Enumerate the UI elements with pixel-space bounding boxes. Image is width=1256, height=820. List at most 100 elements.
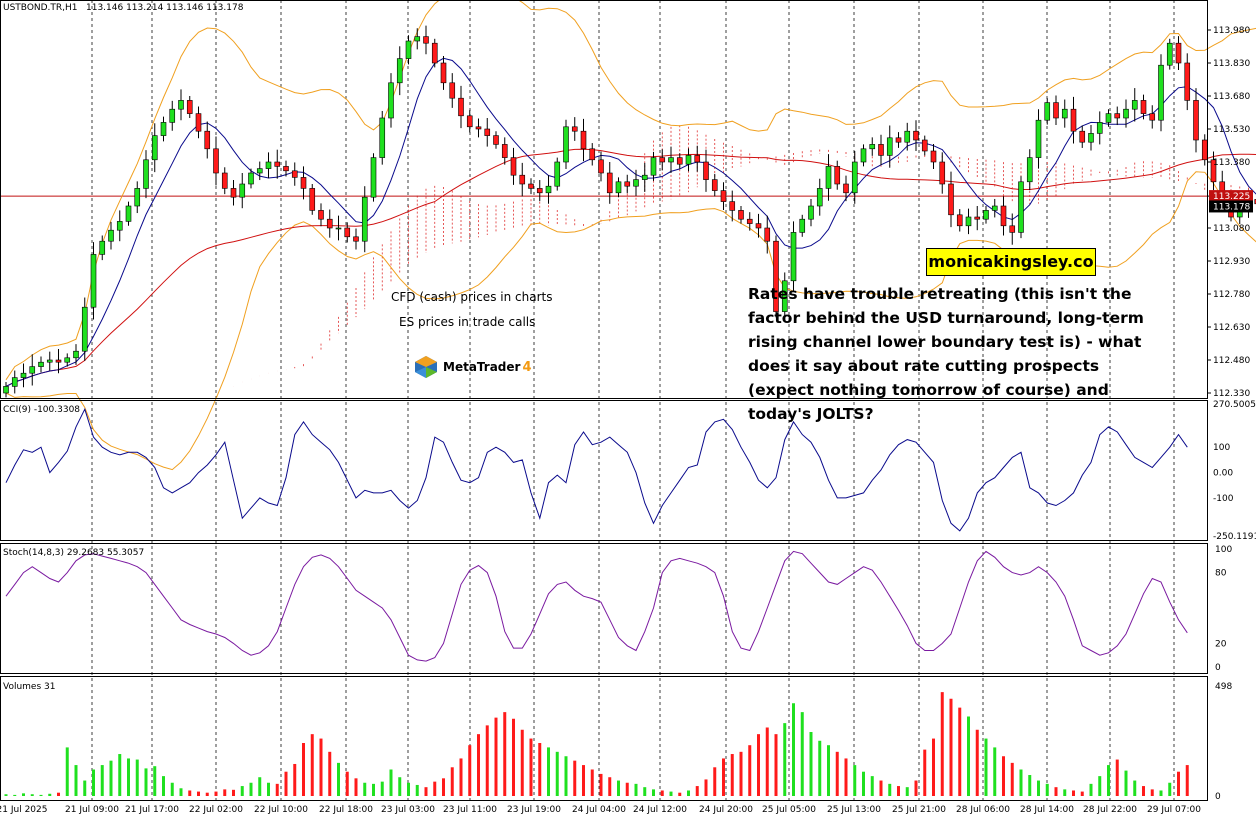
- candle-body: [221, 172, 228, 189]
- candle-body: [248, 172, 254, 185]
- current-tag-label: 113.178: [1213, 202, 1250, 212]
- candle-body: [1070, 108, 1077, 132]
- volume-panel: [4, 692, 1189, 796]
- candle: [1254, 199, 1256, 205]
- cci-line: [5, 407, 1188, 532]
- candle-body: [370, 157, 377, 198]
- candle-body: [440, 62, 447, 84]
- brand-badge: monicakingsley.co: [926, 248, 1096, 276]
- candle-body: [475, 126, 482, 130]
- candle-body: [860, 148, 867, 163]
- candle-body: [580, 130, 587, 150]
- candle: [991, 198, 998, 218]
- candle-body: [589, 148, 596, 161]
- time-label: 21 Jul 17:00: [125, 805, 179, 815]
- cci-panel: [5, 407, 1188, 532]
- candle: [965, 208, 972, 235]
- candle: [1175, 36, 1182, 71]
- candle: [624, 174, 631, 194]
- candle: [895, 132, 902, 148]
- time-label: 25 Jul 13:00: [827, 805, 881, 815]
- candle-body: [1096, 122, 1103, 134]
- candle: [493, 131, 499, 149]
- candle: [589, 143, 596, 166]
- axis-labels: 113.980 113.830 113.680 113.530 113.380 113.2…: [0, 26, 1256, 815]
- candle-body: [668, 157, 674, 163]
- candle: [1131, 88, 1138, 122]
- candle: [913, 120, 919, 151]
- band-lower: [5, 171, 1256, 471]
- candle: [90, 242, 97, 320]
- candle-body: [143, 159, 149, 189]
- time-label: 22 Jul 18:00: [319, 805, 373, 815]
- level-tag: [1209, 190, 1253, 203]
- candle: [1018, 176, 1024, 239]
- price-label: 112.630: [1213, 323, 1250, 333]
- candle: [939, 152, 946, 194]
- time-label: 28 Jul 06:00: [956, 805, 1010, 815]
- candle: [1123, 99, 1129, 128]
- candle: [1201, 134, 1208, 166]
- candle: [738, 206, 744, 224]
- candle-body: [230, 188, 237, 198]
- candle-body: [1131, 100, 1138, 110]
- candle-body: [274, 161, 281, 167]
- candle-body: [746, 218, 753, 224]
- candle: [843, 175, 849, 202]
- time-label: 25 Jul 21:00: [892, 805, 946, 815]
- candle-body: [1088, 133, 1094, 143]
- candle: [711, 173, 718, 197]
- candle: [1009, 213, 1016, 245]
- candle: [878, 134, 884, 166]
- candle: [615, 177, 622, 198]
- candle-body: [178, 100, 184, 110]
- candle-body: [1061, 108, 1068, 119]
- candle-body: [1105, 113, 1112, 123]
- candle-body: [55, 359, 62, 363]
- time-label: 24 Jul 12:00: [633, 805, 687, 815]
- candle: [869, 137, 876, 156]
- stoch-label: Stoch(14,8,3) 29.2683 55.3057: [3, 548, 144, 558]
- candle-body: [125, 205, 132, 222]
- candle: [388, 73, 394, 128]
- cci-scale-label: 0.00: [1213, 469, 1233, 479]
- candle-body: [790, 232, 797, 282]
- candle-body: [431, 42, 438, 64]
- candle: [230, 180, 237, 206]
- candle-body: [659, 157, 666, 163]
- candle: [668, 146, 674, 173]
- candle: [64, 353, 71, 367]
- candle: [186, 96, 193, 118]
- candle: [501, 137, 508, 165]
- candle-body: [20, 372, 27, 378]
- candle: [221, 167, 228, 195]
- candle-body: [318, 210, 324, 220]
- candle-body: [965, 216, 972, 227]
- candle: [510, 147, 517, 185]
- candle: [239, 173, 246, 209]
- candle: [519, 162, 526, 197]
- candle: [956, 209, 963, 232]
- candle-body: [326, 218, 333, 229]
- ohlc-values: 113.146 113.214 113.146 113.178: [86, 3, 244, 13]
- candle: [598, 151, 604, 182]
- candle: [1166, 38, 1173, 70]
- candle-body: [729, 201, 736, 211]
- candle: [773, 235, 779, 318]
- candle-body: [886, 137, 893, 156]
- candle-body: [466, 115, 473, 128]
- candle-body: [545, 185, 552, 194]
- candle-body: [598, 159, 604, 174]
- cfd-note: CFD (cash) prices in charts: [391, 290, 553, 304]
- candle-body: [904, 130, 911, 143]
- candle: [1088, 125, 1094, 151]
- candle: [1184, 53, 1191, 111]
- candle: [755, 213, 762, 238]
- candle-body: [825, 166, 832, 189]
- candle: [3, 382, 9, 398]
- candle-body: [291, 170, 298, 178]
- candle-body: [536, 188, 543, 194]
- metatrader-version: 4: [522, 359, 532, 375]
- price-label: 113.980: [1213, 26, 1250, 36]
- panel-frames: [0, 0, 1208, 801]
